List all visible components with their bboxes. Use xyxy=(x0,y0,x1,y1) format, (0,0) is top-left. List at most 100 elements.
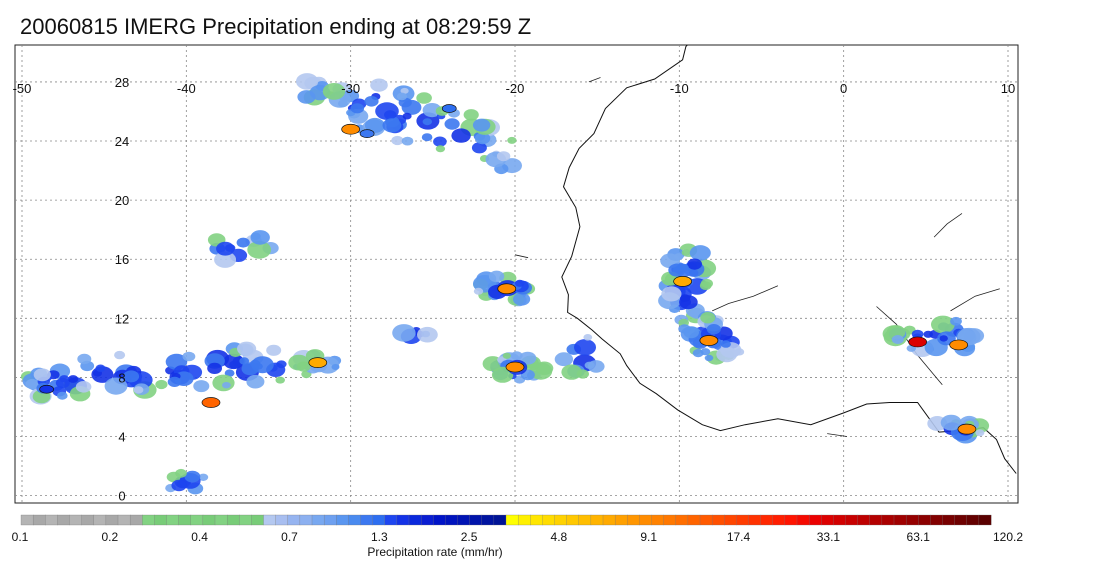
precip-core-cell xyxy=(359,129,375,138)
precip-pixel xyxy=(322,83,346,100)
colorbar-swatch xyxy=(372,514,386,526)
colorbar-swatch xyxy=(445,514,458,526)
precip-pixel xyxy=(171,479,187,492)
precip-pixel xyxy=(678,324,691,334)
precip-pixel xyxy=(451,128,471,143)
precip-pixel xyxy=(214,251,237,268)
colorbar-swatch xyxy=(954,514,968,526)
inland-water-path xyxy=(712,285,779,312)
latitude-labels: 28 24 20 16 12 8 4 0 xyxy=(115,75,129,504)
colorbar-tick-label: 1.3 xyxy=(371,530,388,544)
colorbar-swatch xyxy=(20,514,34,526)
precip-pixel xyxy=(184,470,201,483)
precip-pixel xyxy=(463,109,479,121)
precip-pixel xyxy=(207,362,223,374)
lat-tick-label: 20 xyxy=(115,193,129,208)
colorbar-swatch xyxy=(251,514,264,526)
map-frame xyxy=(14,44,1019,504)
lon-tick-label: 0 xyxy=(840,81,847,96)
precip-pixel xyxy=(59,375,70,383)
colorbar-swatch xyxy=(311,514,325,526)
precip-core-cell xyxy=(949,339,969,351)
precip-pixel xyxy=(182,351,196,362)
colorbar-swatch xyxy=(517,514,531,526)
precip-pixel xyxy=(720,340,731,348)
precip-pixel xyxy=(514,279,525,287)
lon-tick-label: -40 xyxy=(177,81,196,96)
precip-pixel xyxy=(422,118,432,126)
precip-pixel xyxy=(472,118,491,132)
colorbar-swatch xyxy=(384,514,398,526)
precip-pixel xyxy=(25,378,40,390)
colorbar-swatch xyxy=(881,514,895,526)
precip-pixel xyxy=(375,102,399,120)
precip-pixel xyxy=(167,376,182,387)
colorbar-swatch xyxy=(105,514,119,526)
precip-pixel xyxy=(561,364,582,380)
colorbar-swatch xyxy=(505,514,519,526)
colorbar-swatch xyxy=(711,514,725,526)
colorbar-swatch xyxy=(942,514,956,526)
precip-core-cell xyxy=(39,384,55,394)
precip-pixel xyxy=(661,286,682,302)
inland-water-path xyxy=(950,288,1000,312)
precip-pixel xyxy=(939,335,948,342)
colorbar-swatch xyxy=(930,514,943,526)
precip-pixel xyxy=(435,145,446,153)
colorbar-swatch xyxy=(542,514,555,526)
precip-pixel xyxy=(251,356,274,374)
precip-pixel xyxy=(510,351,523,360)
colorbar-swatch xyxy=(481,514,495,526)
coastline-path xyxy=(561,45,1017,474)
colorbar-swatch xyxy=(784,514,798,526)
precip-pixel xyxy=(574,339,596,356)
colorbar-swatch xyxy=(214,514,228,526)
precip-pixel xyxy=(734,348,745,356)
colorbar-swatch xyxy=(736,514,749,526)
colorbar-label: Precipitation rate (mm/hr) xyxy=(367,545,502,559)
precip-pixel xyxy=(370,78,388,92)
precip-pixel xyxy=(104,377,128,395)
colorbar-swatch xyxy=(57,514,70,526)
inland-water-path xyxy=(876,306,943,386)
colorbar-swatch xyxy=(493,514,507,526)
colorbar-tick-label: 63.1 xyxy=(907,530,931,544)
precip-pixel xyxy=(704,354,714,362)
inland-water-path xyxy=(933,213,963,238)
colorbar-swatch xyxy=(893,514,907,526)
colorbar-swatch xyxy=(263,514,277,526)
precip-pixel xyxy=(401,136,414,146)
colorbar-swatch xyxy=(966,514,980,526)
colorbar-swatch xyxy=(154,514,167,526)
colorbar-tick-label: 0.1 xyxy=(12,530,29,544)
precip-pixel xyxy=(288,354,310,371)
colorbar-swatch xyxy=(614,514,628,526)
precip-pixel xyxy=(417,326,438,343)
precip-core-cell xyxy=(497,283,517,295)
precip-core-cell xyxy=(957,423,977,435)
colorbar-swatch xyxy=(239,514,252,526)
precip-pixel xyxy=(133,386,144,394)
longitude-labels: -50 -40 -30 -20 -10 0 10 xyxy=(13,81,1016,96)
precip-pixel xyxy=(225,244,236,252)
colorbar-swatch xyxy=(226,514,240,526)
precip-pixel xyxy=(513,292,531,306)
colorbar-swatch xyxy=(772,514,786,526)
lon-tick-label: -20 xyxy=(506,81,525,96)
lat-tick-label: 12 xyxy=(115,311,129,326)
precip-pixel xyxy=(193,380,210,393)
precip-pixel xyxy=(236,237,250,248)
precip-pixel xyxy=(75,381,92,393)
colorbar-swatch xyxy=(166,514,180,526)
precip-pixel xyxy=(975,429,985,437)
colorbar-swatch xyxy=(129,514,143,526)
colorbar-swatch xyxy=(905,514,919,526)
colorbar-swatch xyxy=(590,514,604,526)
colorbar-swatch xyxy=(918,514,931,526)
precip-pixel xyxy=(681,249,691,256)
colorbar-swatch xyxy=(699,514,713,526)
precip-pixel xyxy=(246,374,265,389)
colorbar-swatch xyxy=(69,514,83,526)
lon-tick-label: 10 xyxy=(1001,81,1015,96)
precip-pixel xyxy=(175,468,187,478)
